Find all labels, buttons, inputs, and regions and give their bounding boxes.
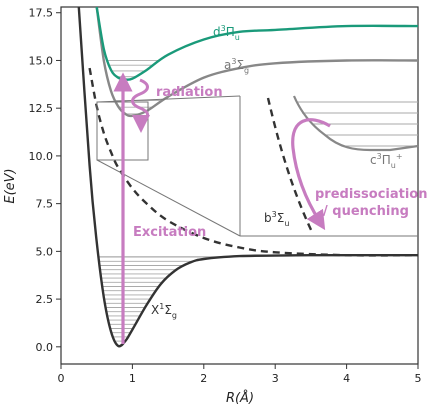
- y-axis-label: E(eV): [3, 168, 18, 203]
- predissociation-arrow: [291, 118, 331, 231]
- ground-state-label: X1Σg: [151, 302, 177, 320]
- b-state-label: b3Σu: [264, 210, 289, 228]
- y-tick-label: 5.0: [36, 245, 54, 258]
- potential-curves: [77, 7, 418, 348]
- y-tick-label: 7.5: [36, 198, 54, 211]
- series-line: [77, 7, 418, 348]
- inset-b-state-curve: [266, 97, 314, 233]
- x-tick-label: 5: [415, 372, 422, 385]
- series-line: [88, 67, 418, 257]
- a-state-label: a3Σg: [224, 57, 249, 75]
- predissociation-label: predissociation: [315, 187, 428, 202]
- series-line: [95, 7, 418, 81]
- radiation-label: radiation: [156, 85, 223, 100]
- x-axis-label: R(Å): [226, 390, 254, 406]
- y-axis-ticks: 0.0 2.5 5.0 7.5 10.0 12.5 15.0 17.5: [29, 7, 61, 354]
- y-tick-label: 12.5: [29, 102, 54, 115]
- x-axis-ticks: 0 1 2 3 4 5: [58, 364, 422, 385]
- x-tick-label: 2: [200, 372, 207, 385]
- zoom-connector-bottom: [96, 159, 241, 237]
- inset-panel: [239, 95, 419, 237]
- inset-c-state-curve: [292, 95, 419, 152]
- y-tick-label: 0.0: [36, 341, 54, 354]
- c-state-label: c3Πu+: [370, 152, 403, 170]
- inset-c-state-levels: [296, 101, 418, 147]
- radiation-arrow: [131, 78, 150, 133]
- x-tick-label: 1: [129, 372, 136, 385]
- y-tick-label: 15.0: [29, 54, 54, 67]
- x-tick-label: 4: [343, 372, 350, 385]
- zoom-connector-top: [96, 95, 241, 103]
- excitation-label: Excitation: [133, 225, 206, 240]
- ground-vibrational-levels: [98, 256, 233, 342]
- y-tick-label: 2.5: [36, 293, 54, 306]
- plot-frame: [60, 6, 419, 365]
- x-tick-label: 0: [58, 372, 65, 385]
- quenching-label: / quenching: [323, 204, 409, 219]
- d-state-label: d3Πu: [213, 24, 240, 42]
- y-tick-label: 10.0: [29, 150, 54, 163]
- x-tick-label: 3: [272, 372, 279, 385]
- y-tick-label: 17.5: [29, 7, 54, 20]
